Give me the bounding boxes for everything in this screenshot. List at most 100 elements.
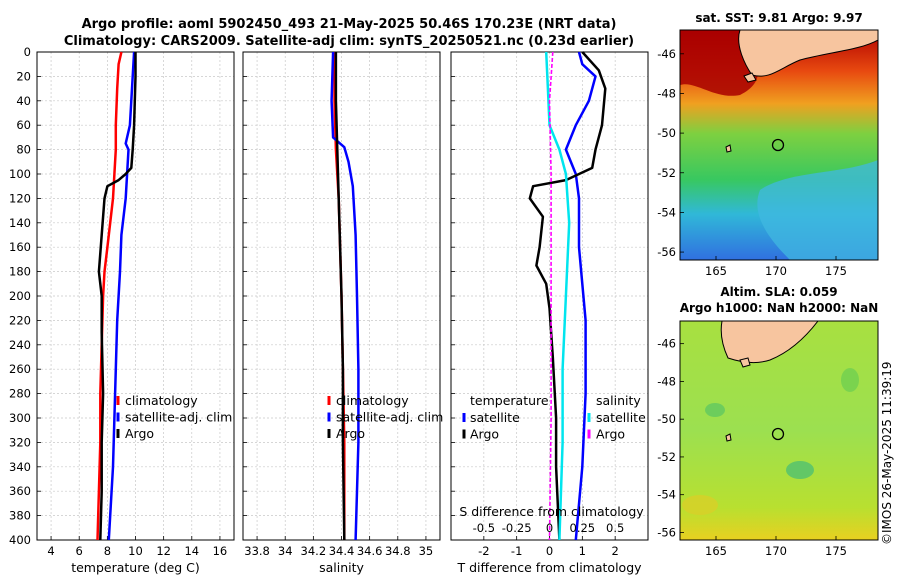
depth-tick-label: 0 bbox=[24, 45, 31, 59]
sla-map-title-1: Altim. SLA: 0.059 bbox=[720, 285, 837, 299]
depth-tick-label: 260 bbox=[9, 362, 31, 376]
x-tick-label: -1 bbox=[511, 544, 522, 558]
stewart-island-2 bbox=[739, 357, 751, 368]
new-zealand-land-1 bbox=[738, 30, 878, 77]
depth-tick-label: 60 bbox=[16, 118, 31, 132]
sla-eddy-2 bbox=[786, 461, 814, 479]
x-tick-label: 14 bbox=[184, 544, 199, 558]
map-x-tick-label: 175 bbox=[825, 544, 847, 558]
top-tick-label: 0.25 bbox=[570, 521, 596, 535]
legend-label: satellite-adj. clim bbox=[125, 410, 232, 425]
sla-map-title-2: Argo h1000: NaN h2000: NaN bbox=[680, 301, 879, 315]
legend-label: climatology bbox=[336, 393, 409, 408]
argo-marker-2 bbox=[771, 427, 785, 441]
x-tick-label: 8 bbox=[104, 544, 111, 558]
panel-salinity: 33.8 34 34.2 34.4 34.6 34.8 35 salinity climatol… bbox=[242, 51, 443, 575]
series-t-argo bbox=[528, 51, 607, 541]
series-satellite-adj-clim bbox=[330, 51, 360, 541]
depth-tick-label: 160 bbox=[9, 240, 31, 254]
series-argo bbox=[97, 52, 137, 541]
top-axis-label: S difference from climatology bbox=[459, 504, 644, 519]
x-tick-label: 34 bbox=[278, 544, 293, 558]
depth-tick-label: 380 bbox=[9, 509, 31, 523]
x-tick-label: 34.8 bbox=[385, 544, 411, 558]
map-y-tick-label: -56 bbox=[657, 245, 676, 259]
new-zealand-land-2 bbox=[720, 321, 819, 364]
x-tick-label: 10 bbox=[128, 544, 143, 558]
map-y-tick-label: -52 bbox=[657, 450, 676, 464]
depth-tick-label: 220 bbox=[9, 313, 31, 327]
depth-tick-label: 80 bbox=[16, 143, 31, 157]
depth-tick-label: 280 bbox=[9, 387, 31, 401]
sla-map: Altim. SLA: 0.059 Argo h1000: NaN h2000:… bbox=[657, 285, 879, 558]
depth-tick-label: 40 bbox=[16, 94, 31, 108]
x-tick-label: 35 bbox=[419, 544, 434, 558]
series-climatology bbox=[96, 51, 123, 541]
legend-label: satellite bbox=[470, 410, 520, 425]
legend-label: Argo bbox=[125, 426, 154, 441]
panel-temperature: 0 20 40 60 80 100 120 140 160 180 200 220 240 260 280 3… bbox=[9, 45, 235, 575]
depth-tick-label: 200 bbox=[9, 289, 31, 303]
map-x-tick-label: 170 bbox=[765, 264, 787, 278]
x-axis-label: temperature (deg C) bbox=[71, 560, 200, 575]
sla-eddy-3 bbox=[841, 368, 859, 392]
map-x-tick-label: 165 bbox=[705, 264, 727, 278]
x-tick-label: 6 bbox=[76, 544, 83, 558]
header-line-1: Argo profile: aoml 5902450_493 21-May-20… bbox=[82, 17, 617, 32]
map-y-tick-label: -54 bbox=[657, 488, 676, 502]
depth-tick-label: 340 bbox=[9, 460, 31, 474]
depth-tick-label: 120 bbox=[9, 191, 31, 205]
map-y-tick-label: -48 bbox=[657, 86, 676, 100]
x-tick-label: 4 bbox=[47, 544, 54, 558]
legend-title-left: temperature bbox=[470, 393, 549, 408]
sla-eddy-4 bbox=[682, 495, 718, 515]
depth-tick-label: 360 bbox=[9, 484, 31, 498]
sst-map-frame bbox=[679, 29, 879, 261]
map-y-tick-label: -50 bbox=[657, 126, 676, 140]
legend-label: Argo bbox=[596, 427, 625, 442]
series-argo bbox=[334, 52, 346, 541]
series-satellite-adj-clim bbox=[107, 51, 136, 541]
top-tick-label: -0.5 bbox=[473, 521, 495, 535]
panel-difference: -2 -1 0 1 2 T difference from climatology temp… bbox=[450, 51, 649, 575]
x-tick-label: 34.6 bbox=[357, 544, 383, 558]
top-tick-label: -0.25 bbox=[502, 521, 532, 535]
legend-label: satellite-adj. clim bbox=[336, 410, 443, 425]
map-y-tick-label: -50 bbox=[657, 412, 676, 426]
map-y-tick-label: -46 bbox=[657, 47, 676, 61]
top-tick-label: 0.5 bbox=[606, 521, 624, 535]
x-tick-label: 33.8 bbox=[244, 544, 270, 558]
series-s-satellite bbox=[544, 51, 571, 541]
auckland-islands-1 bbox=[725, 144, 732, 153]
depth-tick-label: 140 bbox=[9, 216, 31, 230]
map-x-tick-label: 170 bbox=[765, 544, 787, 558]
sla-map-frame bbox=[679, 320, 879, 541]
x-axis-label: T difference from climatology bbox=[456, 560, 642, 575]
depth-tick-label: 20 bbox=[16, 69, 31, 83]
depth-tick-label: 240 bbox=[9, 338, 31, 352]
x-tick-label: 0 bbox=[546, 544, 553, 558]
x-tick-label: 1 bbox=[579, 544, 586, 558]
top-tick-label: 0 bbox=[546, 521, 553, 535]
map-y-tick-label: -52 bbox=[657, 166, 676, 180]
sst-cold-patch bbox=[757, 160, 878, 260]
depth-tick-label: 100 bbox=[9, 167, 31, 181]
sst-map-title: sat. SST: 9.81 Argo: 9.97 bbox=[695, 11, 862, 25]
map-y-tick-label: -54 bbox=[657, 205, 676, 219]
auckland-islands-2 bbox=[725, 433, 732, 442]
depth-tick-label: 400 bbox=[9, 533, 31, 547]
legend-label: climatology bbox=[125, 393, 198, 408]
map-x-tick-label: 175 bbox=[825, 264, 847, 278]
series-t-satellite bbox=[564, 51, 597, 541]
x-tick-label: -2 bbox=[478, 544, 489, 558]
map-y-tick-label: -56 bbox=[657, 525, 676, 539]
series-s-argo bbox=[548, 51, 554, 541]
legend-label: Argo bbox=[470, 427, 499, 442]
stewart-island-1 bbox=[743, 72, 757, 83]
profile-panels: 0204060801001201401601802002202402602803… bbox=[9, 45, 649, 575]
imos-watermark: ©IMOS 26-May-2025 11:39:19 bbox=[880, 361, 894, 545]
x-axis-label: salinity bbox=[319, 560, 364, 575]
legend-label: satellite bbox=[596, 410, 646, 425]
header-line-2: Climatology: CARS2009. Satellite-adj cli… bbox=[64, 34, 634, 49]
